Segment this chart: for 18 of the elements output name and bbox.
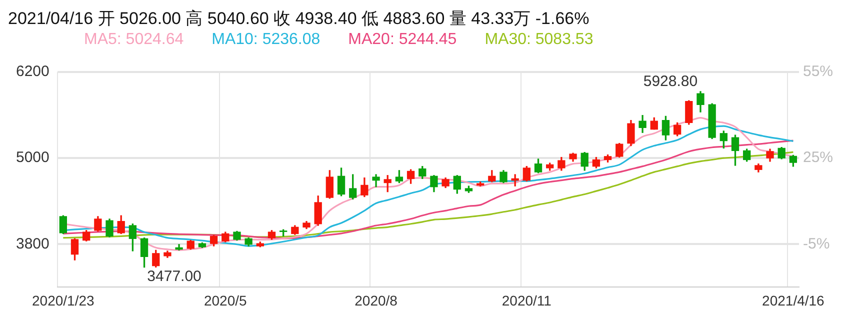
x-tick-label: 2020/11 bbox=[502, 292, 552, 308]
text: MA20: 5244.45 bbox=[348, 30, 457, 50]
y2-tick-label: 25% bbox=[802, 149, 834, 166]
y2-tick-label: -5% bbox=[802, 235, 830, 252]
x-tick-label: 2020/5 bbox=[204, 292, 248, 308]
y-tick-label: 3800 bbox=[16, 235, 50, 252]
annotation: 5928.80 bbox=[643, 73, 698, 90]
x-tick-label: 2021/4/16 bbox=[762, 292, 825, 308]
annotation: 3477.00 bbox=[147, 268, 202, 285]
text: MA10: 5236.08 bbox=[212, 30, 320, 50]
text: MA30: 5083.53 bbox=[484, 30, 594, 50]
y2-tick-label: 55% bbox=[802, 63, 834, 80]
y-tick-label: 5000 bbox=[16, 149, 50, 166]
y-tick-label: 6200 bbox=[16, 63, 50, 80]
text: MA5: 5024.64 bbox=[84, 30, 184, 50]
x-tick-label: 2020/1/23 bbox=[32, 292, 95, 308]
x-tick-label: 2020/8 bbox=[354, 292, 398, 308]
chart-title: 2021/04/16 开 5026.00 高 5040.60 收 4938.40 低 4883.60 量 43.33万 -1.66% bbox=[8, 8, 590, 30]
